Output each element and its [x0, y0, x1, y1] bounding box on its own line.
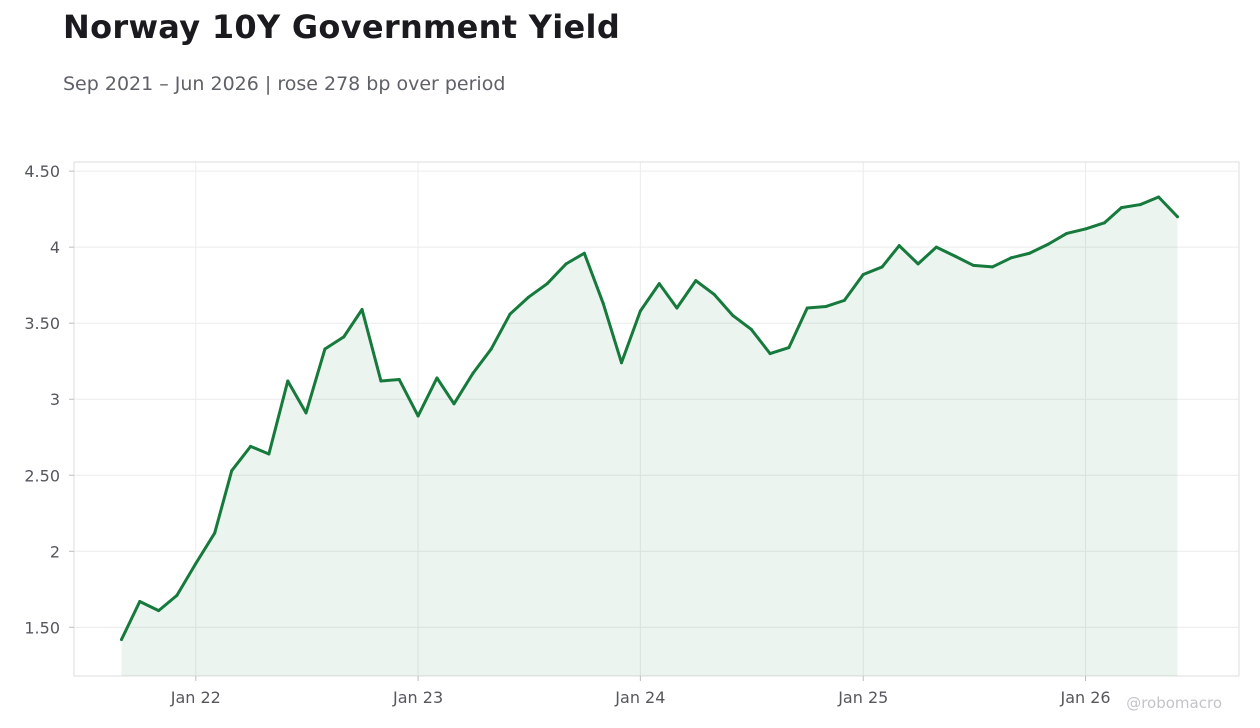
chart-title: Norway 10Y Government Yield	[63, 8, 621, 46]
data-point	[880, 265, 884, 269]
y-tick-label: 4.50	[24, 162, 60, 181]
data-point	[1046, 242, 1050, 246]
data-point	[768, 352, 772, 356]
x-tick-label: Jan 25	[837, 688, 888, 707]
data-point	[731, 314, 735, 318]
data-point	[230, 469, 234, 473]
data-point	[694, 279, 698, 283]
data-point	[897, 244, 901, 248]
data-point	[120, 638, 123, 641]
data-point	[1065, 231, 1069, 235]
data-point	[379, 379, 383, 383]
data-point	[360, 308, 364, 312]
data-points	[120, 195, 1179, 641]
plot-frame	[73, 161, 1240, 677]
data-point	[1009, 256, 1013, 260]
data-point	[712, 292, 716, 296]
data-point	[452, 402, 456, 406]
data-point	[1084, 227, 1088, 231]
y-tick-label: 3	[50, 390, 60, 409]
grid-lines	[74, 162, 1239, 676]
data-point	[953, 254, 957, 258]
data-point	[971, 263, 975, 267]
data-point	[157, 609, 161, 613]
data-point	[805, 306, 809, 310]
data-point	[601, 301, 605, 305]
data-point	[861, 273, 865, 277]
data-point	[342, 335, 346, 339]
data-point	[1157, 195, 1161, 199]
data-point	[824, 304, 828, 308]
area-fill	[121, 196, 1178, 677]
data-point	[657, 282, 661, 286]
x-axis-ticks: Jan 22 Jan 23 Jan 24 Jan 25 Jan 26	[170, 676, 1111, 707]
data-point	[582, 251, 586, 255]
data-point	[194, 561, 198, 565]
data-point	[175, 593, 179, 597]
data-point	[213, 531, 217, 535]
y-axis-ticks: 1.50 2 2.50 3 3.50 4 4.50	[24, 162, 74, 637]
data-point	[526, 295, 530, 299]
data-point	[638, 309, 642, 313]
y-tick-label: 1.50	[24, 618, 60, 637]
data-point	[545, 282, 549, 286]
data-point	[619, 361, 623, 365]
data-point	[323, 347, 327, 351]
y-tick-label: 3.50	[24, 314, 60, 333]
y-tick-label: 2.50	[24, 466, 60, 485]
chart-subtitle: Sep 2021 – Jun 2026 | rose 278 bp over p…	[63, 73, 506, 95]
x-tick-label: Jan 22	[170, 688, 221, 707]
data-point	[564, 262, 568, 266]
x-tick-label: Jan 26	[1059, 688, 1110, 707]
data-point	[1119, 206, 1123, 210]
data-point	[934, 245, 938, 249]
x-tick-label: Jan 23	[392, 688, 443, 707]
x-tick-label: Jan 24	[614, 688, 665, 707]
data-point	[787, 346, 791, 350]
y-tick-label: 2	[50, 542, 60, 561]
data-point	[842, 298, 846, 302]
data-point	[286, 379, 290, 383]
data-point	[749, 327, 753, 331]
data-point	[435, 376, 439, 380]
data-point	[304, 411, 308, 415]
data-point	[267, 452, 271, 456]
watermark: @robomacro	[1126, 694, 1222, 712]
data-point	[675, 306, 679, 310]
data-point	[397, 377, 401, 381]
data-point	[1102, 221, 1106, 225]
data-point	[249, 444, 253, 448]
data-point	[489, 347, 493, 351]
data-point	[916, 262, 920, 266]
data-point	[990, 265, 994, 269]
series-line	[120, 195, 1179, 641]
data-point	[508, 312, 512, 316]
data-point	[471, 371, 475, 375]
data-point	[1138, 203, 1142, 207]
y-tick-label: 4	[50, 238, 60, 257]
data-point	[138, 599, 142, 603]
data-point	[1028, 251, 1032, 255]
data-point	[416, 414, 420, 418]
data-point	[1175, 215, 1179, 219]
